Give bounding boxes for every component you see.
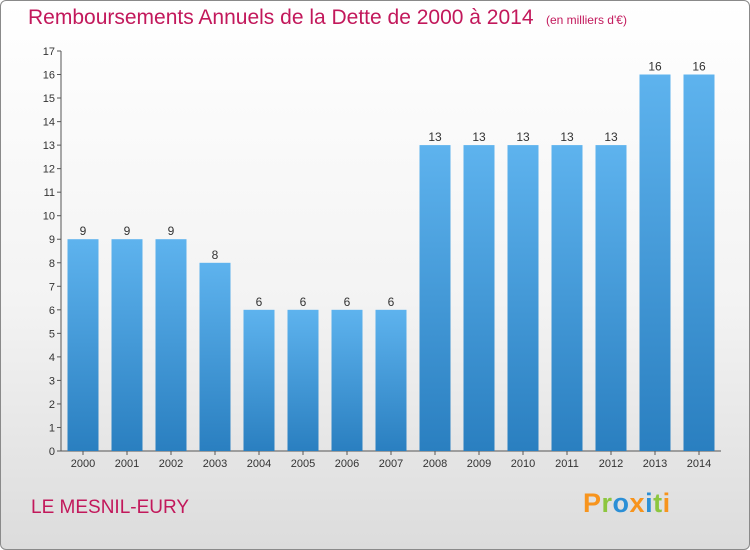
data-label: 8 <box>212 248 219 262</box>
title-block: Remboursements Annuels de la Dette de 20… <box>28 6 627 30</box>
bar <box>683 74 715 451</box>
x-tick-label: 2004 <box>247 458 271 470</box>
logo-letter: r <box>601 488 613 518</box>
bar <box>595 145 627 451</box>
x-tick-label: 2009 <box>467 458 491 470</box>
x-tick-label: 2000 <box>71 458 95 470</box>
bar <box>331 309 363 451</box>
bar <box>551 145 583 451</box>
bar <box>111 239 143 451</box>
logo-letter: i <box>645 488 654 518</box>
x-tick-label: 2007 <box>379 458 403 470</box>
chart-title: Remboursements Annuels de la Dette de 20… <box>28 6 534 29</box>
bars <box>67 74 715 451</box>
logo-letter: i <box>662 488 671 518</box>
data-label: 16 <box>648 60 662 74</box>
data-label: 13 <box>428 130 442 144</box>
chart-subtitle: (en milliers d'€) <box>545 13 627 27</box>
y-tick-label: 15 <box>43 93 55 105</box>
x-tick-label: 2006 <box>335 458 359 470</box>
data-label: 13 <box>560 130 574 144</box>
y-tick-label: 16 <box>43 70 55 82</box>
data-label: 9 <box>80 224 87 238</box>
y-tick-label: 3 <box>49 375 55 387</box>
x-tick-label: 2012 <box>599 458 623 470</box>
data-label: 13 <box>604 130 618 144</box>
y-tick-label: 8 <box>49 258 55 270</box>
bar <box>507 145 539 451</box>
data-label: 6 <box>300 295 307 309</box>
x-tick-label: 2005 <box>291 458 315 470</box>
data-label: 9 <box>168 224 175 238</box>
logo-letter: P <box>583 488 602 518</box>
commune-name: LE MESNIL-EURY <box>31 497 190 518</box>
data-label: 13 <box>516 130 530 144</box>
logo-letter: x <box>629 488 646 518</box>
y-tick-label: 11 <box>44 187 55 199</box>
x-tick-label: 2014 <box>687 458 711 470</box>
bar <box>199 262 231 451</box>
x-tick-label: 2003 <box>203 458 227 470</box>
y-tick-label: 0 <box>49 446 55 458</box>
bar <box>287 309 319 451</box>
y-tick-label: 1 <box>49 422 55 434</box>
bar <box>639 74 671 451</box>
x-tick-label: 2002 <box>159 458 183 470</box>
x-tick-label: 2011 <box>555 458 579 470</box>
proxiti-logo: Proxiti <box>583 488 671 519</box>
bar <box>155 239 187 451</box>
y-tick-label: 10 <box>43 211 55 223</box>
y-tick-label: 13 <box>43 140 55 152</box>
bar <box>463 145 495 451</box>
data-label: 9 <box>124 224 131 238</box>
bar <box>419 145 451 451</box>
x-tick-label: 2010 <box>511 458 535 470</box>
data-label: 6 <box>388 295 395 309</box>
bar <box>375 309 407 451</box>
y-tick-label: 2 <box>49 399 55 411</box>
bar <box>67 239 99 451</box>
y-tick-label: 4 <box>49 352 55 364</box>
y-tick-label: 14 <box>43 117 55 129</box>
data-label: 13 <box>472 130 486 144</box>
bar <box>243 309 275 451</box>
x-tick-label: 2001 <box>115 458 139 470</box>
y-tick-label: 12 <box>43 164 55 176</box>
x-tick-label: 2013 <box>643 458 667 470</box>
data-label: 16 <box>692 60 706 74</box>
x-tick-label: 2008 <box>423 458 447 470</box>
y-tick-label: 6 <box>49 305 55 317</box>
data-label: 6 <box>344 295 351 309</box>
y-tick-label: 5 <box>49 328 55 340</box>
y-tick-label: 7 <box>49 281 55 293</box>
y-tick-label: 9 <box>49 234 55 246</box>
logo-letter: o <box>612 488 630 518</box>
logo-letter: t <box>653 488 663 518</box>
data-label: 6 <box>256 295 263 309</box>
value-labels: 9 9 9 8 6 6 6 6 13 13 13 13 13 16 16 <box>80 60 706 309</box>
y-tick-label: 17 <box>43 46 55 58</box>
